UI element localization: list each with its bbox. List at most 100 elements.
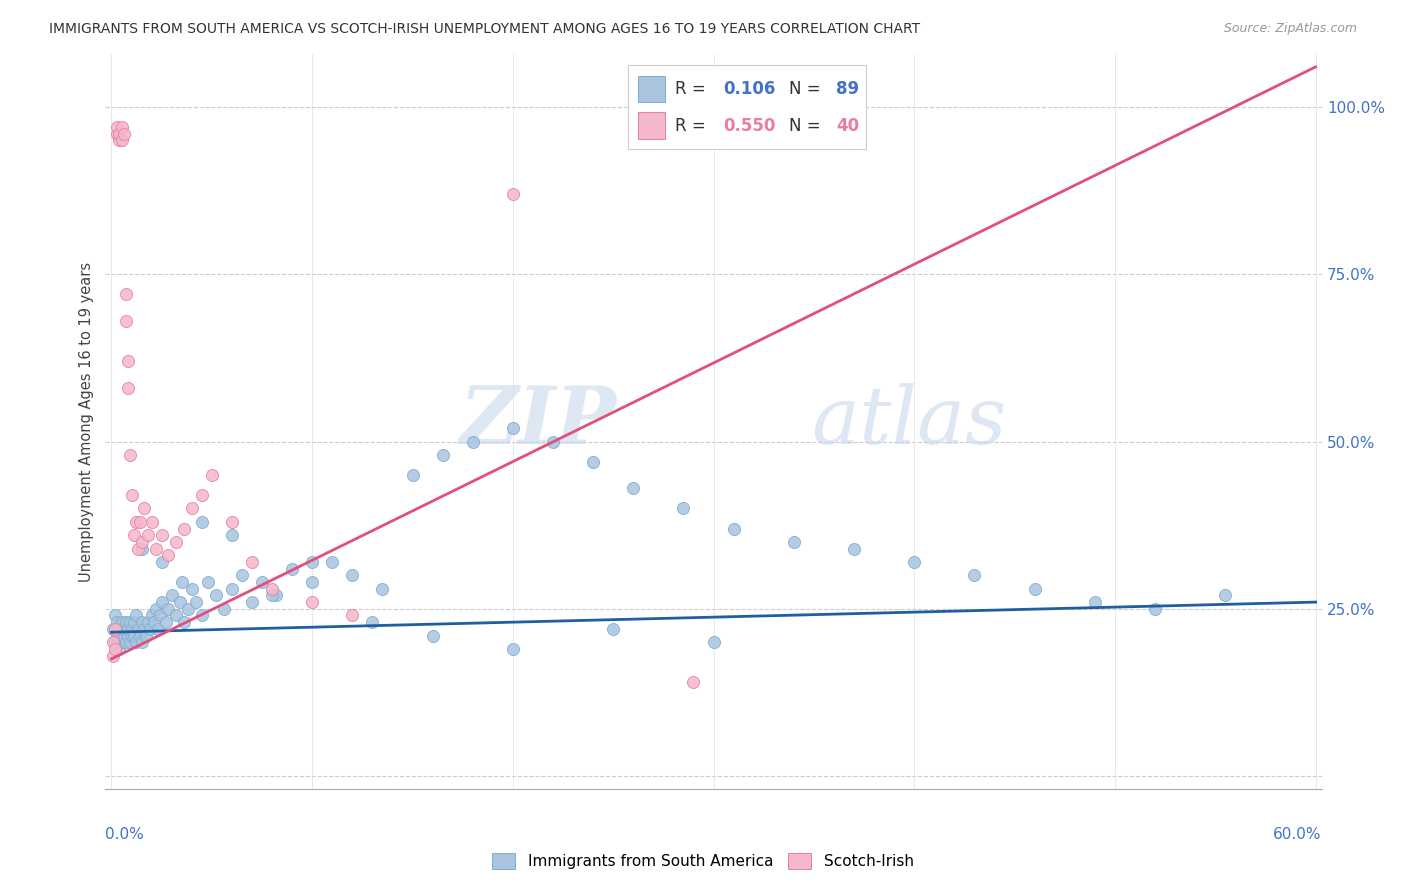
- Point: [191, 608, 214, 623]
- Point: [141, 515, 163, 529]
- Point: [112, 127, 135, 141]
- Point: [197, 575, 219, 590]
- Point: [342, 568, 364, 582]
- Point: [160, 589, 183, 603]
- Text: 0.550: 0.550: [723, 117, 776, 135]
- Point: [221, 515, 243, 529]
- Point: [136, 528, 159, 542]
- Point: [156, 602, 179, 616]
- Point: [702, 635, 725, 649]
- Point: [301, 595, 323, 609]
- Point: [432, 448, 454, 462]
- Point: [110, 615, 132, 630]
- Point: [170, 575, 193, 590]
- Point: [118, 615, 141, 630]
- Point: [114, 287, 136, 301]
- FancyBboxPatch shape: [638, 112, 665, 139]
- Point: [221, 582, 243, 596]
- FancyBboxPatch shape: [628, 64, 866, 149]
- Point: [903, 555, 925, 569]
- Point: [114, 314, 136, 328]
- Point: [1084, 595, 1107, 609]
- Point: [104, 642, 127, 657]
- Point: [110, 635, 132, 649]
- Point: [502, 421, 524, 435]
- Point: [104, 608, 127, 623]
- Point: [145, 541, 167, 556]
- Point: [135, 628, 157, 642]
- Point: [107, 120, 129, 135]
- Point: [191, 488, 214, 502]
- Point: [842, 541, 865, 556]
- Point: [118, 635, 141, 649]
- Point: [541, 434, 564, 449]
- Text: 0.106: 0.106: [723, 80, 776, 98]
- Point: [221, 528, 243, 542]
- Point: [124, 515, 146, 529]
- Point: [963, 568, 986, 582]
- Point: [461, 434, 484, 449]
- Point: [107, 628, 129, 642]
- Point: [149, 608, 172, 623]
- Text: N =: N =: [789, 117, 825, 135]
- Point: [121, 622, 143, 636]
- Point: [122, 615, 145, 630]
- Point: [112, 628, 135, 642]
- Point: [107, 127, 129, 141]
- Y-axis label: Unemployment Among Ages 16 to 19 years: Unemployment Among Ages 16 to 19 years: [79, 261, 94, 582]
- Point: [118, 448, 141, 462]
- Point: [132, 622, 155, 636]
- Point: [124, 608, 146, 623]
- Point: [103, 622, 125, 636]
- Point: [122, 628, 145, 642]
- Point: [131, 535, 153, 549]
- Text: R =: R =: [675, 117, 710, 135]
- Point: [110, 134, 132, 148]
- Text: N =: N =: [789, 80, 825, 98]
- Point: [165, 535, 187, 549]
- Point: [103, 648, 125, 663]
- FancyBboxPatch shape: [638, 76, 665, 102]
- Point: [173, 521, 195, 535]
- Point: [136, 615, 159, 630]
- Point: [180, 501, 202, 516]
- Point: [117, 628, 139, 642]
- Point: [104, 622, 127, 636]
- Point: [110, 120, 132, 135]
- Point: [108, 642, 131, 657]
- Point: [205, 589, 228, 603]
- Text: 40: 40: [837, 117, 859, 135]
- Point: [108, 134, 131, 148]
- Point: [783, 535, 806, 549]
- Point: [108, 622, 131, 636]
- Point: [117, 622, 139, 636]
- Point: [1144, 602, 1167, 616]
- Point: [260, 589, 283, 603]
- Point: [301, 555, 323, 569]
- Point: [672, 501, 695, 516]
- Point: [180, 582, 202, 596]
- Text: ZIP: ZIP: [460, 383, 616, 460]
- Point: [321, 555, 343, 569]
- Point: [301, 575, 323, 590]
- Point: [124, 635, 146, 649]
- Point: [131, 635, 153, 649]
- Text: atlas: atlas: [811, 383, 1007, 460]
- Point: [127, 541, 149, 556]
- Text: R =: R =: [675, 80, 710, 98]
- Point: [621, 482, 644, 496]
- Point: [361, 615, 384, 630]
- Point: [104, 635, 127, 649]
- Point: [121, 628, 143, 642]
- Point: [114, 635, 136, 649]
- Point: [155, 615, 177, 630]
- Point: [108, 127, 131, 141]
- Point: [117, 354, 139, 368]
- Point: [191, 515, 214, 529]
- Point: [150, 595, 173, 609]
- Point: [502, 187, 524, 202]
- Point: [103, 635, 125, 649]
- Legend: Immigrants from South America, Scotch-Irish: Immigrants from South America, Scotch-Ir…: [486, 847, 920, 875]
- Text: 0.0%: 0.0%: [105, 827, 145, 841]
- Point: [141, 608, 163, 623]
